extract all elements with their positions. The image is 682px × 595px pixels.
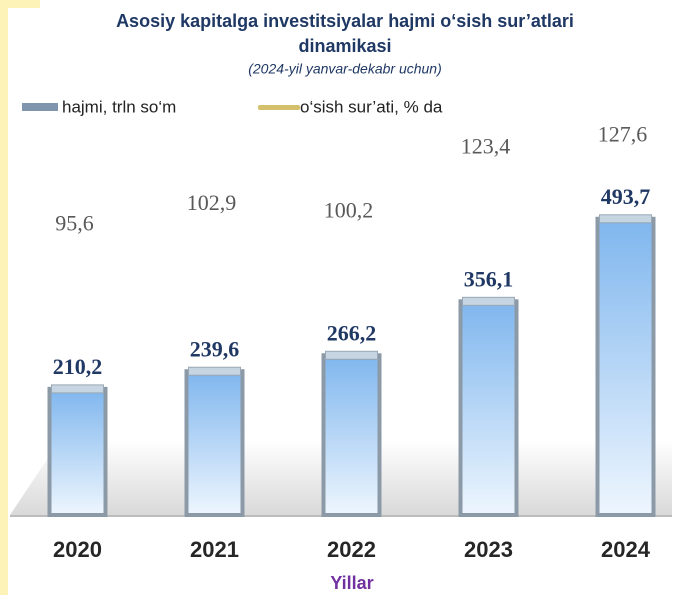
bar bbox=[595, 216, 656, 517]
bar-top bbox=[599, 214, 652, 224]
legend-label: hajmi, trln so‘m bbox=[62, 97, 176, 116]
growth-label: 100,2 bbox=[324, 198, 374, 223]
growth-label: 127,6 bbox=[598, 122, 648, 147]
x-tick-label: 2023 bbox=[464, 537, 513, 562]
bar-top bbox=[51, 384, 104, 394]
x-tick-label: 2024 bbox=[601, 537, 651, 562]
bar-top bbox=[188, 366, 241, 376]
value-label: 356,1 bbox=[464, 266, 514, 291]
value-label: 493,7 bbox=[601, 184, 651, 209]
legend-swatch bbox=[22, 103, 58, 111]
value-label: 266,2 bbox=[327, 320, 377, 345]
bar bbox=[321, 353, 382, 517]
bar bbox=[184, 369, 245, 517]
x-tick-label: 2022 bbox=[327, 537, 376, 562]
chart-title: Asosiy kapitalga investitsiyalar hajmi o… bbox=[116, 11, 574, 31]
x-tick-label: 2021 bbox=[190, 537, 239, 562]
legend-swatch bbox=[258, 105, 300, 110]
bar bbox=[47, 386, 108, 518]
value-label: 210,2 bbox=[53, 354, 103, 379]
x-tick-label: 2020 bbox=[53, 537, 102, 562]
growth-label: 95,6 bbox=[55, 210, 94, 235]
chart-title: dinamikasi bbox=[298, 36, 391, 56]
x-axis-title: Yillar bbox=[330, 573, 373, 593]
frame-strip bbox=[0, 0, 40, 8]
bar-top bbox=[325, 350, 378, 360]
bar-top bbox=[462, 296, 515, 306]
value-label: 239,6 bbox=[190, 336, 240, 361]
bar bbox=[458, 299, 519, 517]
frame-strip bbox=[0, 0, 8, 595]
chart-subtitle: (2024-yil yanvar-dekabr uchun) bbox=[248, 61, 442, 77]
growth-label: 102,9 bbox=[187, 190, 237, 215]
growth-label: 123,4 bbox=[461, 133, 511, 158]
legend-label: o‘sish sur’ati, % da bbox=[300, 97, 443, 116]
